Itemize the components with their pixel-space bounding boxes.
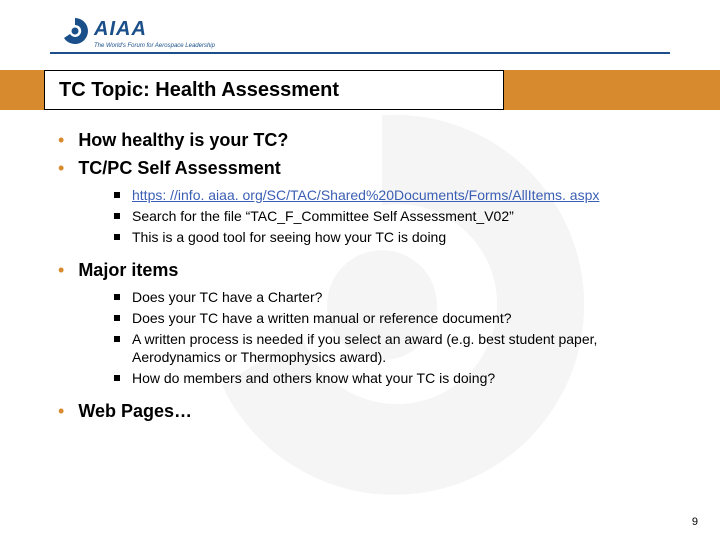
slide-title: TC Topic: Health Assessment	[59, 79, 339, 102]
bullet-item: • How healthy is your TC?	[58, 128, 668, 152]
content-area: • How healthy is your TC? • TC/PC Self A…	[58, 128, 668, 427]
sub-bullet-text: How do members and others know what your…	[132, 369, 495, 387]
square-bullet-icon	[114, 336, 120, 342]
sub-bullet-text: Does your TC have a written manual or re…	[132, 309, 512, 327]
square-bullet-icon	[114, 294, 120, 300]
sub-bullet-item: Does your TC have a written manual or re…	[114, 309, 668, 327]
square-bullet-icon	[114, 213, 120, 219]
sub-bullet-text: A written process is needed if you selec…	[132, 330, 668, 366]
bullet-dot-icon: •	[58, 399, 64, 423]
bullet-item: • Web Pages…	[58, 399, 668, 423]
bullet-text: How healthy is your TC?	[78, 128, 288, 152]
bullet-dot-icon: •	[58, 156, 64, 180]
sub-bullet-item: Search for the file “TAC_F_Committee Sel…	[114, 207, 668, 225]
sub-bullet-item: This is a good tool for seeing how your …	[114, 228, 668, 246]
logo: AIAA The World's Forum for Aerospace Lea…	[60, 16, 215, 51]
logo-rule	[50, 52, 670, 54]
square-bullet-icon	[114, 375, 120, 381]
page-number: 9	[692, 516, 698, 528]
title-box: TC Topic: Health Assessment	[44, 70, 504, 110]
bullet-dot-icon: •	[58, 258, 64, 282]
logo-text: AIAA	[94, 18, 215, 41]
sub-bullet-item: A written process is needed if you selec…	[114, 330, 668, 366]
bullet-text: Major items	[78, 258, 178, 282]
sub-bullet-item: Does your TC have a Charter?	[114, 288, 668, 306]
url-link[interactable]: https: //info. aiaa. org/SC/TAC/Shared%2…	[132, 187, 599, 203]
square-bullet-icon	[114, 315, 120, 321]
bullet-text: Web Pages…	[78, 399, 192, 423]
sub-bullet-text: https: //info. aiaa. org/SC/TAC/Shared%2…	[132, 186, 599, 204]
bullet-dot-icon: •	[58, 128, 64, 152]
sub-bullet-text: This is a good tool for seeing how your …	[132, 228, 446, 246]
bullet-item: • Major items	[58, 258, 668, 282]
square-bullet-icon	[114, 234, 120, 240]
bullet-item: • TC/PC Self Assessment	[58, 156, 668, 180]
sub-bullet-text: Search for the file “TAC_F_Committee Sel…	[132, 207, 514, 225]
sub-bullet-item: https: //info. aiaa. org/SC/TAC/Shared%2…	[114, 186, 668, 204]
square-bullet-icon	[114, 192, 120, 198]
logo-swirl-icon	[60, 16, 90, 46]
logo-tagline: The World's Forum for Aerospace Leadersh…	[94, 43, 215, 49]
bullet-text: TC/PC Self Assessment	[78, 156, 280, 180]
sub-bullet-item: How do members and others know what your…	[114, 369, 668, 387]
sub-bullet-text: Does your TC have a Charter?	[132, 288, 322, 306]
